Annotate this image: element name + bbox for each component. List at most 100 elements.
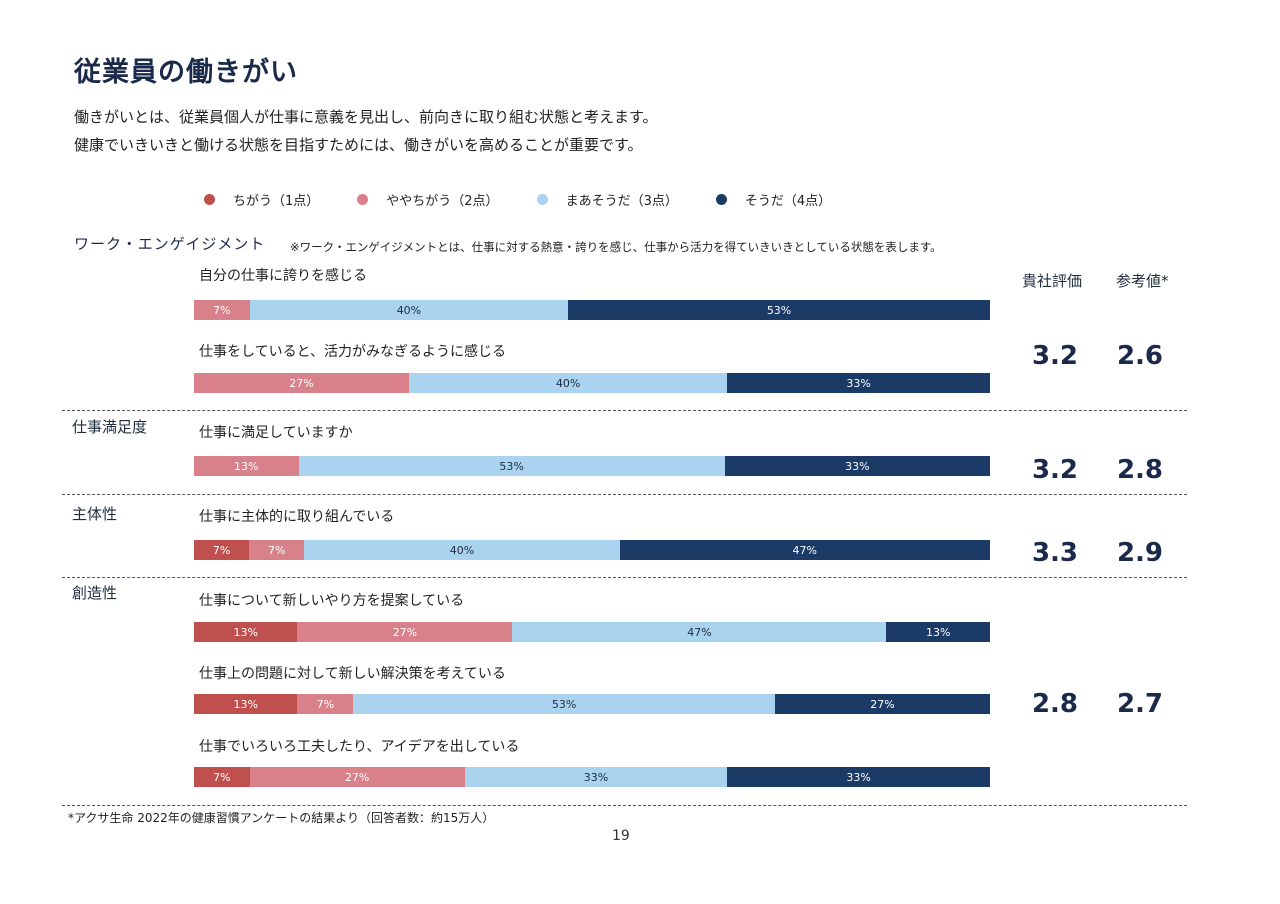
bar-segment-4: 53% <box>568 300 990 320</box>
data-label: 27% <box>392 625 418 639</box>
category-label: 仕事満足度 <box>72 418 148 436</box>
bar-segment-1: 13% <box>194 622 298 642</box>
reference-score: 2.6 <box>1116 341 1164 371</box>
work-engagement-note: ※ワーク・エンゲイジメントとは、仕事に対する熱意・誇りを感じ、仕事から活力を得て… <box>290 240 942 254</box>
data-label: 27% <box>344 770 370 784</box>
data-label: 27% <box>870 697 895 711</box>
data-label: 7% <box>213 770 231 784</box>
category-label: 創造性 <box>72 584 118 602</box>
bar-segment-3: 33% <box>464 767 728 787</box>
bar-segment-3: 53% <box>353 694 776 714</box>
column-header-own-score: 貴社評価 <box>1022 272 1083 290</box>
page-number: 19 <box>612 828 630 844</box>
data-label: 27% <box>289 376 314 390</box>
data-label: 53% <box>766 303 792 317</box>
data-label: 47% <box>687 625 712 639</box>
data-label: 53% <box>499 459 524 473</box>
data-label: 13% <box>925 625 951 639</box>
stacked-bar: 13% 53% 33% <box>194 456 990 476</box>
legend-dot-3 <box>536 194 548 205</box>
section-divider <box>62 494 1187 495</box>
data-label: 7% <box>316 697 335 711</box>
bar-segment-3: 40% <box>304 540 620 560</box>
page-title: 従業員の働きがい <box>74 57 298 88</box>
legend-label-2: ややちがう（2点） <box>386 194 499 209</box>
bar-segment-4: 47% <box>619 540 990 560</box>
data-label: 7% <box>212 543 231 557</box>
bar-segment-1: 7% <box>194 767 250 787</box>
data-label: 7% <box>268 543 286 557</box>
reference-score: 2.9 <box>1116 538 1164 568</box>
legend-label-4: そうだ（4点） <box>744 194 832 209</box>
legend-label-1: ちがう（1点） <box>233 194 320 209</box>
data-label: 13% <box>233 625 258 639</box>
intro-line-1: 働きがいとは、従業員個人が仕事に意義を見出し、前向きに取り組む状態と考えます。 <box>74 108 658 126</box>
bar-segment-3: 40% <box>408 373 728 393</box>
legend-item-4: そうだ（4点） <box>715 190 832 209</box>
bar-segment-2: 27% <box>249 767 465 787</box>
bar-segment-2: 13% <box>194 456 299 476</box>
question-label: 仕事をしていると、活力がみなぎるように感じる <box>199 344 507 360</box>
chart-legend: ちがう（1点） ややちがう（2点） まあそうだ（3点） そうだ（4点） <box>204 190 869 209</box>
bar-segment-3: 47% <box>512 622 887 642</box>
question-label: 仕事上の問題に対して新しい解決策を考えている <box>199 666 506 682</box>
category-label: 主体性 <box>72 505 118 523</box>
intro-line-2: 健康でいきいきと働ける状態を目指すためには、働きがいを高めることが重要です。 <box>74 136 643 154</box>
bar-segment-2: 7% <box>297 694 354 714</box>
own-score: 3.3 <box>1031 538 1079 568</box>
bar-segment-2: 7% <box>194 300 250 320</box>
question-label: 仕事について新しいやり方を提案している <box>199 593 465 609</box>
bar-segment-2: 7% <box>249 540 305 560</box>
footnote: *アクサ生命 2022年の健康習慣アンケートの結果より（回答者数：約15万人） <box>68 811 495 825</box>
legend-item-3: まあそうだ（3点） <box>536 190 678 209</box>
bar-segment-3: 40% <box>249 300 569 320</box>
own-score: 2.8 <box>1031 689 1079 719</box>
question-label: 仕事に満足していますか <box>199 425 353 441</box>
data-label: 33% <box>845 459 870 473</box>
data-label: 40% <box>396 303 422 317</box>
legend-dot-1 <box>204 194 215 205</box>
bar-segment-1: 7% <box>194 540 250 560</box>
stacked-bar: 13% 7% 53% 27% <box>194 694 990 714</box>
stacked-bar: 13% 27% 47% 13% <box>194 622 990 642</box>
data-label: 33% <box>846 376 871 390</box>
column-header-reference-score: 参考値* <box>1116 272 1169 290</box>
stacked-bar: 7% 27% 33% 33% <box>194 767 990 787</box>
bar-segment-4: 33% <box>727 373 990 393</box>
question-label: 自分の仕事に誇りを感じる <box>199 268 367 284</box>
stacked-bar: 7% 7% 40% 47% <box>194 540 990 560</box>
own-score: 3.2 <box>1031 455 1079 485</box>
stacked-bar: 7% 40% 53% <box>194 300 990 320</box>
work-engagement-title: ワーク・エンゲイジメント <box>74 235 266 253</box>
data-label: 47% <box>792 543 817 557</box>
reference-score: 2.8 <box>1116 455 1164 485</box>
data-label: 13% <box>234 459 259 473</box>
legend-dot-2 <box>357 194 369 205</box>
data-label: 40% <box>555 376 581 390</box>
section-divider <box>62 805 1187 806</box>
stacked-bar: 27% 40% 33% <box>194 373 990 393</box>
data-label: 13% <box>233 697 258 711</box>
reference-score: 2.7 <box>1116 689 1164 719</box>
bar-segment-4: 27% <box>775 694 990 714</box>
data-label: 40% <box>449 543 475 557</box>
legend-label-3: まあそうだ（3点） <box>565 194 678 209</box>
question-label: 仕事に主体的に取り組んでいる <box>199 509 395 525</box>
bar-segment-3: 53% <box>298 456 725 476</box>
legend-dot-4 <box>715 194 727 205</box>
data-label: 53% <box>551 697 577 711</box>
bar-segment-4: 33% <box>727 767 990 787</box>
section-divider <box>62 410 1187 411</box>
legend-item-1: ちがう（1点） <box>204 190 319 209</box>
bar-segment-1: 13% <box>194 694 298 714</box>
bar-segment-2: 27% <box>297 622 513 642</box>
question-label: 仕事でいろいろ工夫したり、アイデアを出している <box>199 739 520 755</box>
bar-segment-4: 33% <box>724 456 990 476</box>
own-score: 3.2 <box>1031 341 1079 371</box>
bar-segment-4: 13% <box>886 622 990 642</box>
data-label: 7% <box>213 303 231 317</box>
bar-segment-2: 27% <box>194 373 409 393</box>
legend-item-2: ややちがう（2点） <box>357 190 499 209</box>
data-label: 33% <box>583 770 609 784</box>
section-divider <box>62 577 1187 578</box>
